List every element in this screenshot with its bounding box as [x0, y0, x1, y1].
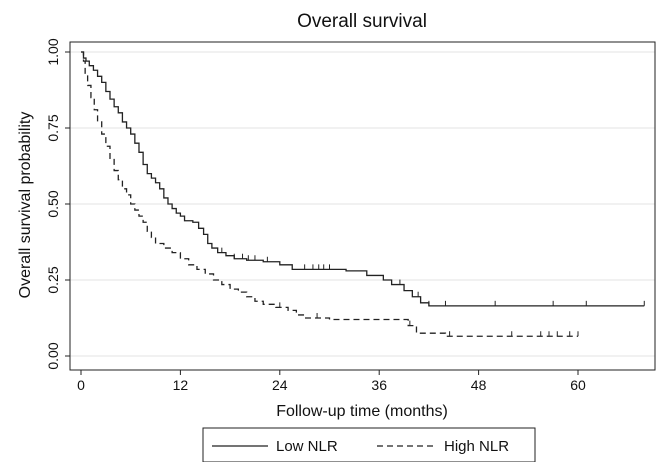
legend: Low NLR High NLR [202, 427, 536, 462]
chart-title: Overall survival [297, 11, 427, 32]
plot-frame [69, 41, 656, 371]
x-tick-label: 36 [371, 377, 387, 393]
x-tick-label: 12 [173, 377, 189, 393]
legend-box [202, 427, 536, 462]
legend-label-low-nlr: Low NLR [276, 438, 338, 455]
series-line-high-nlr [81, 51, 578, 337]
series-group [81, 51, 645, 337]
y-tick-label: 0.75 [45, 114, 61, 141]
y-tick-label: 0.00 [45, 342, 61, 369]
x-tick-label: 24 [272, 377, 288, 393]
legend-label-high-nlr: High NLR [444, 438, 509, 455]
series-line-low-nlr [81, 51, 645, 307]
x-tick-label: 60 [570, 377, 586, 393]
y-axis-label: Overall survival probability [17, 112, 34, 299]
axes: 0.00 0.25 0.50 0.75 1.00 0 12 24 36 48 60 [45, 38, 656, 393]
y-tick-label: 1.00 [45, 38, 61, 65]
y-tick-label: 0.50 [45, 190, 61, 217]
x-axis-label: Follow-up time (months) [276, 403, 448, 420]
y-tick-label: 0.25 [45, 266, 61, 293]
x-tick-label: 0 [77, 377, 85, 393]
x-tick-label: 48 [471, 377, 487, 393]
